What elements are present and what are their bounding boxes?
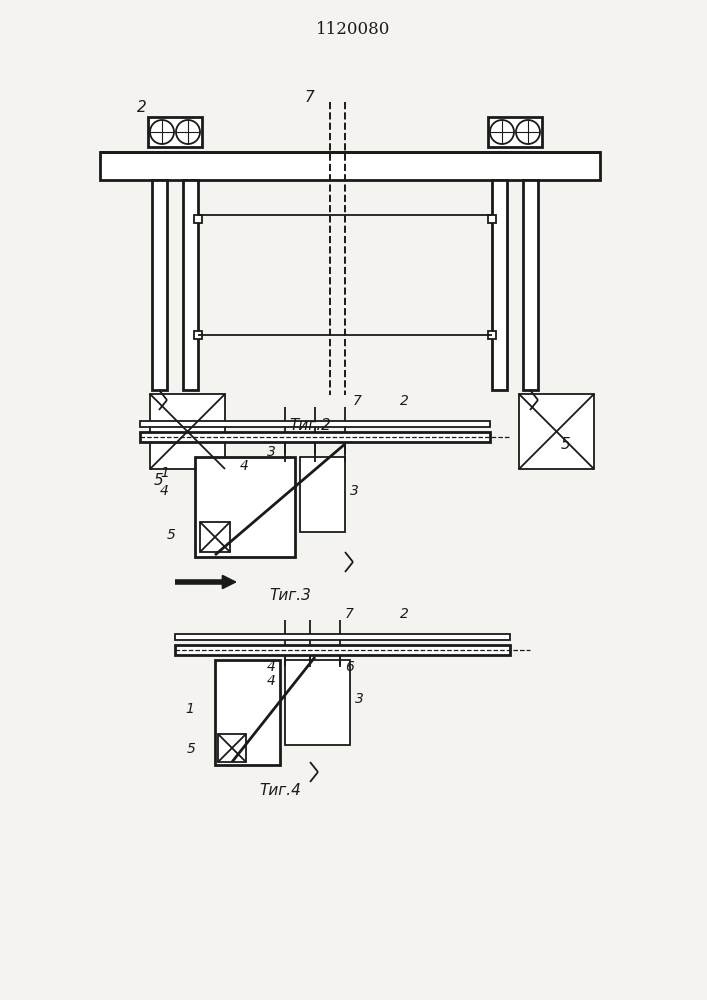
Text: 7: 7 xyxy=(345,607,354,621)
Text: 3: 3 xyxy=(267,445,276,459)
Bar xyxy=(200,522,230,552)
Bar xyxy=(218,734,246,762)
Bar xyxy=(488,215,496,223)
Bar xyxy=(519,394,594,469)
Text: 5: 5 xyxy=(187,742,196,756)
Bar xyxy=(140,432,490,442)
Text: 1: 1 xyxy=(185,702,194,716)
Bar xyxy=(215,660,280,765)
Text: 7: 7 xyxy=(305,90,315,105)
Bar xyxy=(285,660,350,745)
Bar xyxy=(194,215,202,223)
Bar xyxy=(150,394,225,469)
Bar xyxy=(492,180,507,390)
Text: 4: 4 xyxy=(240,459,249,473)
Text: 5: 5 xyxy=(561,437,571,452)
Bar xyxy=(488,331,496,339)
Bar xyxy=(100,152,600,180)
Bar xyxy=(148,117,202,147)
Text: 1120080: 1120080 xyxy=(316,21,390,38)
Text: Τиг.4: Τиг.4 xyxy=(259,783,301,798)
Text: 2: 2 xyxy=(400,607,409,621)
Bar xyxy=(195,457,295,557)
Bar xyxy=(152,180,167,390)
Bar xyxy=(175,645,510,655)
Text: 5: 5 xyxy=(167,528,176,542)
Text: Τиг.3: Τиг.3 xyxy=(269,588,311,603)
Text: 5: 5 xyxy=(154,473,164,488)
Bar xyxy=(488,117,542,147)
Text: 2: 2 xyxy=(137,100,147,115)
Bar xyxy=(300,457,345,532)
Bar xyxy=(175,634,510,640)
Text: 4: 4 xyxy=(267,660,276,674)
Bar xyxy=(523,180,538,390)
Text: 7: 7 xyxy=(353,394,362,408)
Text: 6: 6 xyxy=(345,660,354,674)
Text: 1: 1 xyxy=(160,466,169,480)
Bar xyxy=(140,421,490,427)
Bar xyxy=(194,331,202,339)
Text: 4: 4 xyxy=(267,674,276,688)
Text: 3: 3 xyxy=(355,692,364,706)
Text: 2: 2 xyxy=(400,394,409,408)
Text: 3: 3 xyxy=(350,484,359,498)
Text: 4: 4 xyxy=(160,484,169,498)
Bar xyxy=(183,180,198,390)
Text: Τиг.2: Τиг.2 xyxy=(289,418,331,433)
